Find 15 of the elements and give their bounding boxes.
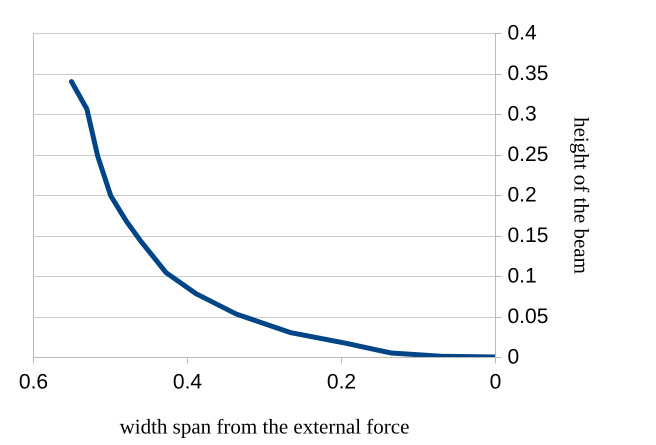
x-tick-label: 0.6	[18, 370, 48, 394]
x-axis-title: width span from the external force	[120, 414, 410, 438]
y-axis-title: height of the beam	[569, 117, 594, 274]
y-tick-label: 0.4	[508, 22, 538, 44]
x-tick-label: 0.4	[172, 370, 202, 394]
y-tick-label: 0.05	[508, 305, 548, 328]
y-tick-label: 0	[508, 346, 520, 368]
y-tick-label: 0.1	[508, 264, 537, 288]
y-tick-label: 0.3	[508, 102, 537, 126]
y-tick-label: 0.15	[508, 224, 548, 247]
x-tick-label: 0	[490, 370, 502, 394]
y-tick-label: 0.35	[508, 62, 548, 85]
x-tick-label: 0.2	[326, 370, 356, 394]
y-tick-label: 0.25	[508, 143, 548, 166]
y-tick-label: 0.2	[508, 184, 537, 206]
